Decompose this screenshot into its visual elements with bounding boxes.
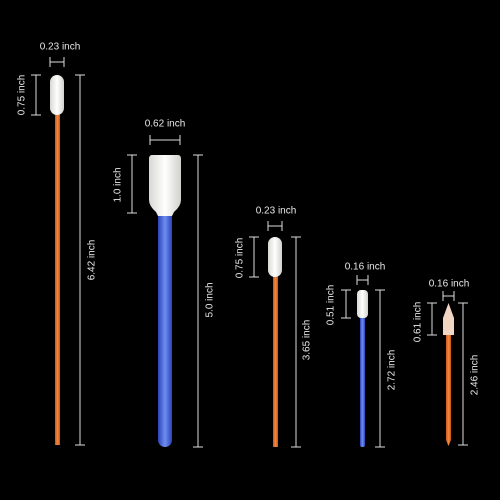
head-length: 0.75 inch (17, 75, 28, 116)
head-width: 0.16 inch (429, 279, 470, 290)
swab: 0.23 inch 0.75 inch 3.65 inch (235, 206, 313, 448)
head-width: 0.16 inch (345, 262, 386, 273)
swab: 0.62 inch 1.0 inch 5.0 inch (113, 119, 216, 448)
head-length: 1.0 inch (113, 167, 124, 202)
head-length: 0.61 inch (413, 302, 424, 343)
head-length: 0.51 inch (326, 285, 337, 326)
swab: 0.23 inch 0.75 inch 6.42 inch (17, 42, 98, 446)
swab: 0.16 inch 0.61 inch 2.46 inch (413, 279, 481, 446)
head-width: 0.62 inch (145, 119, 186, 130)
head-width: 0.23 inch (40, 42, 81, 53)
total-length: 6.42 inch (87, 240, 98, 281)
total-length: 5.0 inch (205, 282, 216, 317)
total-length: 2.72 inch (387, 350, 398, 391)
total-length: 3.65 inch (302, 320, 313, 361)
swab: 0.16 inch 0.51 inch 2.72 inch (326, 262, 398, 448)
head-width: 0.23 inch (256, 206, 297, 217)
total-length: 2.46 inch (470, 355, 481, 396)
head-length: 0.75 inch (235, 238, 246, 279)
